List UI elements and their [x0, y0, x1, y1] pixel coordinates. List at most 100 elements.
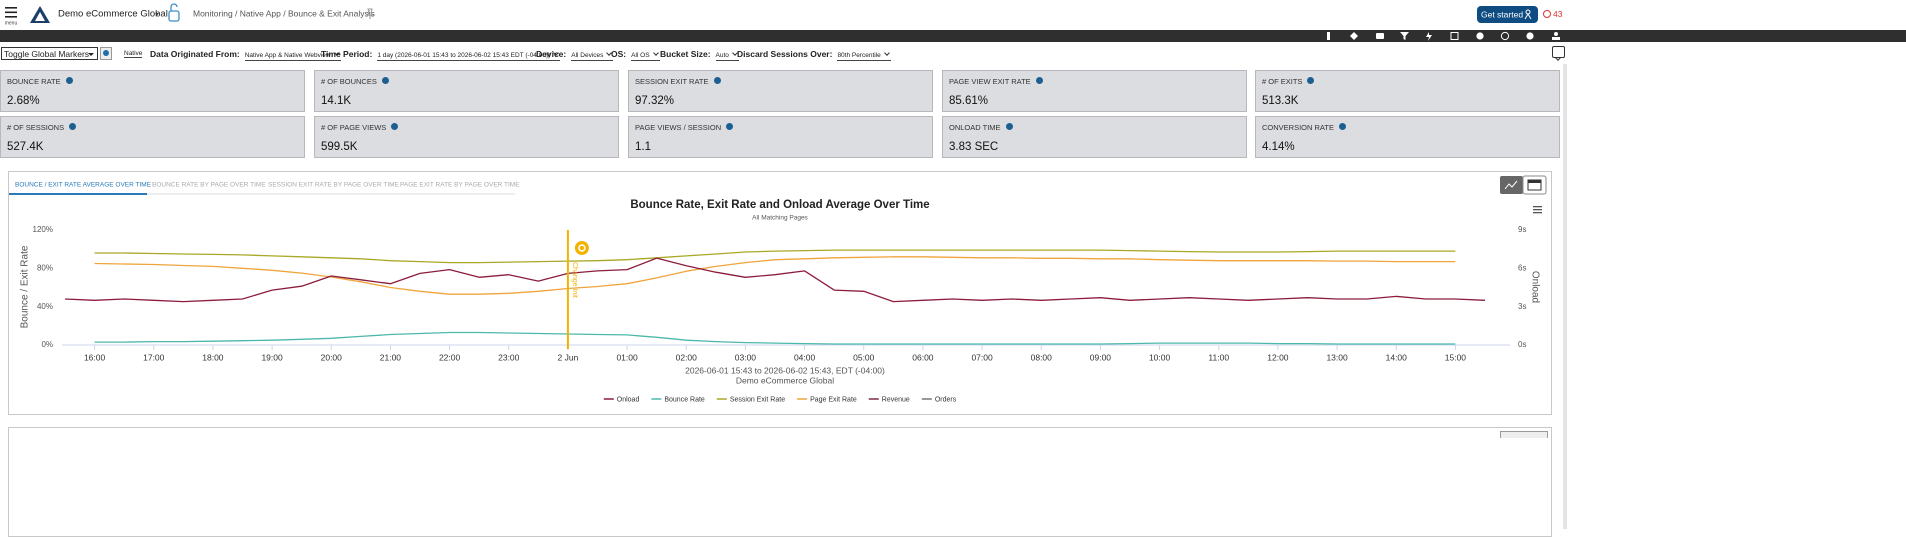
filter-value: All OS — [631, 50, 660, 61]
tab[interactable]: SESSION EXIT RATE BY PAGE OVER TIME — [268, 182, 400, 189]
y2-tick-label: 0s — [1518, 340, 1526, 349]
legend-item[interactable]: Orders — [921, 396, 957, 403]
metric-value: 85.61% — [949, 95, 989, 107]
x-tick-label: 16:00 — [84, 352, 106, 362]
filter-label: Discard Sessions Over: — [737, 49, 833, 59]
info-icon[interactable] — [65, 77, 73, 84]
info-icon[interactable] — [1307, 77, 1315, 84]
metric-value: 513.3K — [1262, 95, 1299, 107]
y-axis-title: Bounce / Exit Rate — [20, 245, 31, 328]
filter[interactable]: Time Period: 1 day (2026-06-01 15:43 to 2… — [321, 49, 561, 61]
x-tick-label: 10:00 — [1149, 352, 1171, 362]
marker-button[interactable] — [100, 47, 112, 60]
legend-label: Orders — [935, 396, 957, 403]
info-icon[interactable] — [1035, 77, 1043, 84]
org-caret[interactable] — [155, 13, 159, 16]
filter[interactable]: Discard Sessions Over: 80th Percentile — [737, 49, 891, 61]
info-icon[interactable] — [391, 123, 399, 130]
tab[interactable]: BOUNCE / EXIT RATE AVERAGE OVER TIME — [15, 182, 152, 189]
info-icon[interactable] — [69, 123, 77, 130]
annotation-icon[interactable] — [574, 241, 589, 255]
legend-label: Bounce Rate — [664, 396, 705, 403]
metric-label: ONLOAD TIME — [949, 123, 1013, 132]
filter[interactable]: Data Originated From: Native App & Native… — [150, 49, 341, 61]
x-tick-label: 19:00 — [261, 352, 283, 362]
x-tick-label: 17:00 — [143, 352, 165, 362]
metric-label: CONVERSION RATE — [1262, 123, 1346, 132]
metric-card: ONLOAD TIME 3.83 SEC — [942, 116, 1247, 158]
info-icon[interactable] — [713, 77, 721, 84]
legend-item[interactable]: Page Exit Rate — [797, 396, 857, 403]
get-started-button[interactable]: Get started — [1477, 6, 1538, 23]
metric-label-text: SESSION EXIT RATE — [635, 77, 709, 86]
metric-label-text: # OF SESSIONS — [7, 123, 65, 132]
metric-label-text: # OF BOUNCES — [321, 77, 377, 86]
metric-value: 97.32% — [635, 95, 675, 107]
legend-item[interactable]: Revenue — [868, 396, 910, 403]
series-line — [94, 331, 1456, 345]
y-tick-label: 120% — [33, 225, 53, 234]
lock-icon[interactable] — [168, 3, 180, 22]
series-line — [94, 249, 1456, 264]
tab[interactable]: BOUNCE RATE BY PAGE OVER TIME — [152, 182, 266, 189]
filter-value: Native App & Native Webview — [244, 50, 341, 61]
metric-label: BOUNCE RATE — [7, 77, 73, 86]
legend-label: Page Exit Rate — [810, 396, 857, 403]
metric-label: SESSION EXIT RATE — [635, 77, 721, 86]
chart-panel — [8, 171, 1552, 415]
metric-value: 3.83 SEC — [949, 141, 999, 153]
view-toggle[interactable] — [1500, 175, 1547, 195]
x-tick-label: 13:00 — [1326, 352, 1348, 362]
collapse-button[interactable] — [1552, 46, 1565, 61]
metric-label: # OF EXITS — [1262, 77, 1315, 86]
filter-value: 1 day (2026-06-01 15:43 to 2026-06-02 15… — [377, 50, 561, 61]
alert-count: 43 — [1553, 9, 1563, 19]
legend-item[interactable]: Bounce Rate — [651, 396, 705, 403]
metric-label-text: PAGE VIEWS / SESSION — [635, 123, 722, 132]
x-tick-label: 21:00 — [380, 352, 402, 362]
metric-label: PAGE VIEWS / SESSION — [635, 123, 734, 132]
info-icon[interactable] — [1338, 123, 1346, 130]
tab[interactable]: PAGE EXIT RATE BY PAGE OVER TIME — [400, 182, 520, 189]
info-icon[interactable] — [726, 123, 734, 130]
legend-label: Onload — [617, 396, 640, 403]
chart-menu[interactable] — [1533, 206, 1542, 214]
filter[interactable]: Device: All Devices — [536, 49, 614, 61]
toolbar-icons[interactable] — [1327, 31, 1560, 41]
metric-label-text: # OF EXITS — [1262, 77, 1303, 86]
x-tick-label: 12:00 — [1267, 352, 1289, 362]
info-icon[interactable] — [381, 77, 389, 84]
x-tick-label: 02:00 — [676, 352, 698, 362]
metric-label-text: ONLOAD TIME — [949, 123, 1001, 132]
filter[interactable]: Bucket Size: Auto — [660, 49, 739, 61]
y-tick-label: 40% — [37, 302, 53, 311]
annotation-label: Change Init — [571, 262, 578, 298]
legend-label: Revenue — [882, 396, 910, 403]
menu-button[interactable]: menu — [5, 7, 18, 26]
metric-card: CONVERSION RATE 4.14% — [1255, 116, 1560, 158]
filter-label: Device: — [536, 49, 567, 59]
native-filter[interactable]: Native — [124, 50, 143, 58]
filter[interactable]: OS: All OS — [611, 49, 660, 61]
scrollbar[interactable] — [1563, 64, 1567, 529]
org-name[interactable]: Demo eCommerce Global — [58, 9, 168, 20]
x-tick-label: 04:00 — [794, 352, 816, 362]
next-panel-controls[interactable] — [1500, 431, 1548, 438]
x-tick-label: 15:00 — [1445, 352, 1467, 362]
metric-value: 4.14% — [1262, 141, 1295, 153]
legend-item[interactable]: Onload — [603, 396, 640, 403]
metric-card: # OF EXITS 513.3K — [1255, 70, 1560, 112]
x-tick-label: 05:00 — [853, 352, 875, 362]
global-markers-select[interactable]: Toggle Global Markers — [1, 47, 98, 60]
select-caret — [88, 53, 94, 59]
alerts[interactable]: 43 — [1543, 9, 1563, 19]
pin-icon[interactable] — [365, 8, 375, 19]
x-tick-label: 14:00 — [1386, 352, 1408, 362]
legend-item[interactable]: Session Exit Rate — [716, 396, 785, 403]
legend-label: Session Exit Rate — [730, 396, 785, 403]
annotation-icon-inner — [578, 244, 586, 252]
global-markers-label: Toggle Global Markers — [4, 49, 90, 59]
menu-label: menu — [5, 20, 18, 26]
info-icon[interactable] — [1005, 123, 1013, 130]
toolbar — [0, 30, 1906, 42]
